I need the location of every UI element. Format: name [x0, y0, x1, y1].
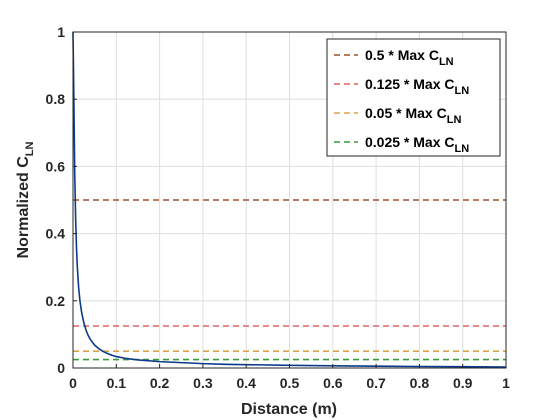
x-axis-label: Distance (m): [241, 401, 337, 418]
legend-label-sub: LN: [455, 85, 470, 97]
legend-label-main: 0.5 * Max C: [365, 47, 439, 63]
x-tick-label: 1: [502, 375, 510, 391]
x-tick-label: 0.5: [280, 375, 300, 391]
tick-marks: [72, 31, 507, 369]
legend-label: 0.05 * Max CLN: [365, 105, 461, 126]
x-tick-label: 0: [69, 375, 77, 391]
threshold-lines: [73, 199, 506, 361]
legend-label-main: 0.125 * Max C: [365, 76, 455, 92]
legend-label-sub: LN: [439, 56, 454, 68]
legend-label: 0.025 * Max CLN: [365, 134, 469, 155]
x-tick-label: 0.6: [323, 375, 343, 391]
legend-label: 0.125 * Max CLN: [365, 76, 469, 97]
legend-label-main: 0.05 * Max C: [365, 105, 447, 121]
y-tick-label: 0: [57, 360, 65, 376]
x-tick-label: 0.4: [236, 375, 256, 391]
y-tick-label: 0.4: [46, 226, 66, 242]
legend-label-sub: LN: [455, 143, 470, 155]
x-tick-label: 0.9: [453, 375, 473, 391]
x-tick-labels: 0 0.1 0.2 0.3 0.4 0.5 0.6 0.7 0.8 0.9 1: [69, 375, 510, 391]
x-tick-label: 0.1: [107, 375, 127, 391]
x-tick-label: 0.8: [410, 375, 430, 391]
y-tick-label: 0.2: [46, 293, 66, 309]
y-axis-label: Normalized CLN: [15, 141, 36, 258]
legend-label-sub: LN: [447, 114, 462, 126]
y-tick-label: 1: [57, 24, 65, 40]
y-tick-label: 0.8: [46, 91, 66, 107]
data-curve: [72, 31, 507, 368]
x-tick-label: 0.2: [150, 375, 170, 391]
legend-box: [326, 38, 501, 157]
y-axis-label-sub: LN: [24, 141, 36, 156]
y-axis-label-main: Normalized C: [15, 156, 32, 259]
legend-label-main: 0.025 * Max C: [365, 134, 455, 150]
x-tick-label: 0.3: [193, 375, 213, 391]
x-tick-label: 0.7: [366, 375, 386, 391]
legend-label: 0.5 * Max CLN: [365, 47, 454, 68]
y-tick-label: 0.6: [46, 158, 66, 174]
y-tick-labels: 0 0.2 0.4 0.6 0.8 1: [46, 24, 66, 376]
